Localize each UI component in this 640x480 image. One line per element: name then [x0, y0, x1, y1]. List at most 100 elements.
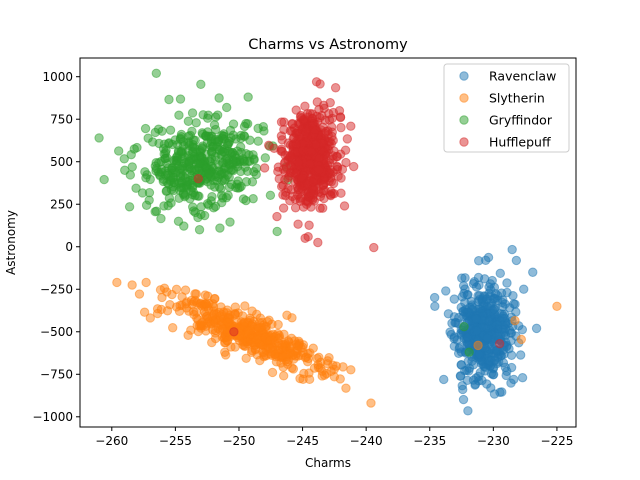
y-axis: −1000 −750 −500 −250 0 250 500 750 1000 — [32, 70, 80, 424]
data-point — [190, 190, 200, 201]
data-point — [139, 307, 150, 317]
data-point — [259, 163, 270, 173]
data-point — [153, 158, 164, 168]
data-point — [471, 314, 481, 324]
data-point — [295, 373, 305, 384]
data-point — [272, 226, 282, 237]
data-point — [140, 123, 151, 134]
data-point — [280, 190, 291, 201]
data-point — [342, 134, 353, 144]
data-point — [193, 315, 203, 325]
data-point — [196, 202, 206, 212]
data-point — [141, 277, 151, 288]
data-point — [221, 350, 231, 360]
data-point — [301, 126, 311, 137]
data-point — [473, 340, 483, 351]
data-point — [301, 352, 312, 362]
data-point — [209, 120, 220, 130]
data-point — [230, 342, 240, 352]
data-point — [308, 177, 318, 187]
data-point — [236, 130, 246, 141]
data-point — [264, 140, 274, 151]
data-point — [474, 349, 484, 359]
data-point — [288, 364, 299, 374]
data-point — [325, 97, 335, 108]
data-point — [265, 335, 275, 346]
data-point — [507, 244, 517, 255]
data-point — [330, 83, 341, 93]
data-point — [462, 332, 473, 343]
data-point — [151, 68, 162, 79]
data-point — [181, 298, 191, 309]
data-point — [456, 360, 466, 370]
data-point — [313, 237, 323, 248]
data-point — [336, 173, 346, 183]
x-axis: −260 −255 −250 −245 −240 −235 −230 −225 — [95, 427, 573, 448]
data-point — [441, 286, 451, 296]
data-point — [158, 174, 169, 185]
data-point — [150, 127, 161, 138]
data-point — [260, 153, 270, 163]
data-point — [131, 183, 141, 193]
data-point — [322, 356, 333, 366]
data-point — [460, 273, 470, 283]
data-point — [183, 131, 194, 141]
data-point — [326, 190, 336, 201]
data-point — [292, 345, 302, 356]
data-point — [304, 220, 314, 230]
data-point — [276, 181, 287, 192]
data-point — [312, 97, 322, 107]
legend-marker-gryffindor — [459, 115, 469, 125]
data-point — [227, 165, 237, 175]
data-point — [112, 277, 122, 288]
data-point — [458, 281, 469, 291]
data-point — [229, 327, 239, 337]
data-point — [174, 110, 184, 120]
data-point — [463, 406, 473, 416]
data-point — [311, 77, 322, 87]
data-point — [204, 298, 214, 309]
data-point — [498, 295, 508, 305]
y-tick-label: 750 — [50, 113, 73, 127]
data-point — [157, 292, 167, 303]
data-point — [289, 123, 300, 133]
data-point — [454, 343, 465, 354]
data-point — [222, 102, 232, 113]
y-tick-label: 1000 — [42, 70, 73, 84]
data-point — [458, 311, 469, 322]
y-tick-label: −1000 — [32, 410, 73, 424]
legend-label-hufflepuff: Hufflepuff — [489, 135, 551, 150]
data-point — [196, 209, 206, 220]
data-point — [171, 159, 181, 169]
data-point — [337, 164, 348, 175]
data-point — [306, 146, 316, 157]
data-point — [274, 330, 284, 341]
data-point — [225, 217, 235, 227]
data-point — [474, 290, 485, 301]
x-tick-label: −255 — [159, 434, 192, 448]
data-point — [277, 146, 287, 157]
data-point — [196, 79, 206, 90]
data-point — [484, 355, 494, 366]
x-tick-label: −245 — [286, 434, 319, 448]
x-tick-label: −250 — [222, 434, 255, 448]
data-point — [506, 378, 516, 388]
data-point — [99, 174, 109, 185]
data-point — [482, 333, 492, 343]
data-point — [276, 117, 287, 127]
data-point — [528, 267, 538, 277]
series-gryffindor — [94, 68, 474, 357]
data-point — [458, 384, 468, 395]
data-point — [305, 159, 315, 169]
data-point — [238, 340, 248, 350]
data-point — [430, 301, 440, 311]
legend-label-slytherin: Slytherin — [489, 91, 545, 106]
data-point — [531, 323, 542, 334]
data-point — [272, 211, 282, 222]
data-point — [366, 398, 376, 408]
data-point — [313, 165, 324, 175]
data-point — [228, 156, 239, 167]
data-point — [482, 294, 492, 304]
data-point — [119, 154, 129, 164]
